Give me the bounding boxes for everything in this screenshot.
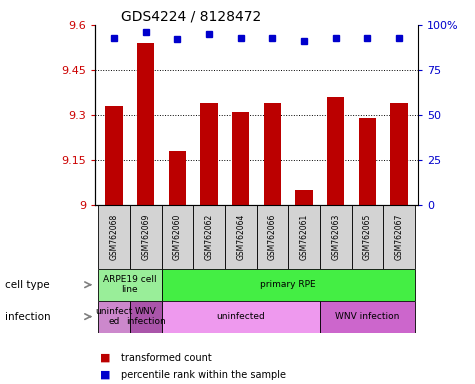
Bar (288, 205, 320, 269)
Bar (105, 106, 123, 205)
Bar (295, 190, 313, 205)
Bar (352, 205, 383, 269)
Bar (256, 205, 288, 269)
Text: ARPE19 cell
line: ARPE19 cell line (103, 275, 157, 295)
Text: GDS4224 / 8128472: GDS4224 / 8128472 (121, 10, 261, 24)
Bar (232, 112, 249, 205)
Text: GSM762062: GSM762062 (205, 214, 213, 260)
Text: GSM762067: GSM762067 (395, 214, 403, 260)
Text: ■: ■ (100, 353, 110, 362)
Text: GSM762069: GSM762069 (141, 214, 150, 260)
Text: uninfect
ed: uninfect ed (95, 307, 133, 326)
Text: cell type: cell type (5, 280, 49, 290)
Bar (225, 205, 256, 269)
Bar (130, 205, 162, 269)
Text: GSM762068: GSM762068 (110, 214, 118, 260)
Text: uninfected: uninfected (216, 312, 265, 321)
Bar (383, 205, 415, 269)
Bar (98, 301, 130, 333)
Bar (162, 205, 193, 269)
Bar (169, 151, 186, 205)
Bar (162, 269, 415, 301)
Bar (390, 103, 408, 205)
Bar (193, 205, 225, 269)
Text: WNV
infection: WNV infection (126, 307, 166, 326)
Bar (98, 205, 130, 269)
Text: infection: infection (5, 311, 50, 322)
Text: WNV infection: WNV infection (335, 312, 399, 321)
Text: ■: ■ (100, 370, 110, 380)
Bar (320, 301, 415, 333)
Text: GSM762065: GSM762065 (363, 214, 372, 260)
Text: GSM762063: GSM762063 (331, 214, 340, 260)
Bar (359, 118, 376, 205)
Text: GSM762066: GSM762066 (268, 214, 277, 260)
Text: transformed count: transformed count (121, 353, 212, 362)
Text: GSM762064: GSM762064 (236, 214, 245, 260)
Bar (162, 301, 320, 333)
Text: percentile rank within the sample: percentile rank within the sample (121, 370, 286, 380)
Text: GSM762060: GSM762060 (173, 214, 182, 260)
Text: primary RPE: primary RPE (260, 280, 316, 289)
Bar (200, 103, 218, 205)
Bar (137, 43, 154, 205)
Bar (130, 301, 162, 333)
Bar (264, 103, 281, 205)
Text: GSM762061: GSM762061 (300, 214, 308, 260)
Bar (327, 97, 344, 205)
Bar (98, 269, 162, 301)
Bar (320, 205, 352, 269)
